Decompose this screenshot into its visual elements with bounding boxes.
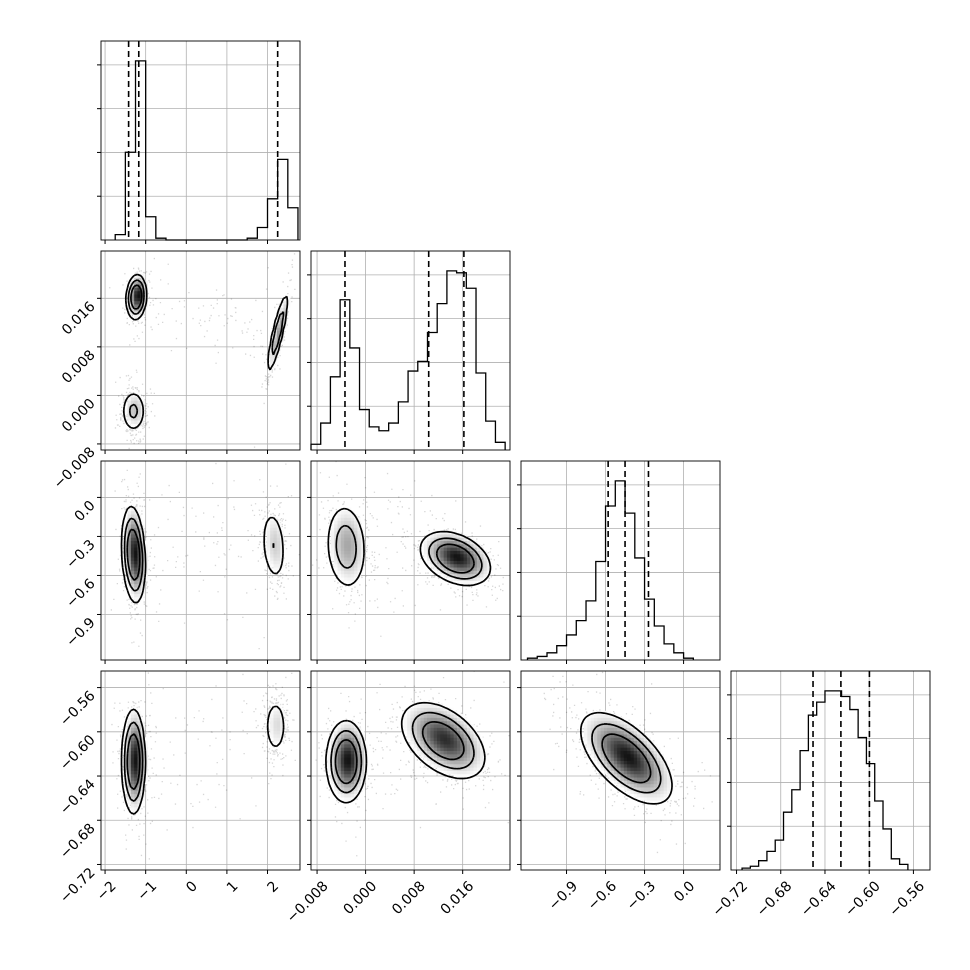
y-tick-label: 0.016 — [59, 299, 99, 339]
panel-frame — [100, 670, 301, 871]
density-panel-2-0: −0.9 −0.6 −0.3 0.0 — [63, 460, 301, 664]
contour-level-1 — [591, 723, 662, 794]
contour-level-0 — [579, 711, 673, 805]
histogram-panel-0 — [97, 40, 301, 244]
y-tick-label: 0.000 — [59, 396, 99, 436]
y-tick-label: 0.0 — [72, 498, 99, 525]
panel-frame — [100, 460, 301, 661]
contour-level-0 — [327, 507, 492, 587]
panel-frame — [520, 460, 721, 661]
histogram-bars — [114, 60, 299, 241]
x-tick-label: −2 — [94, 878, 120, 904]
contour-level-2 — [601, 733, 652, 784]
histogram-panel-3: −0.72 −0.68 −0.64 −0.60 −0.56 — [709, 670, 931, 920]
density-panel-3-0: −2 −1 0 1 2 −0.72−0.68−0.64−0.60−0.56 — [57, 670, 301, 907]
contour-level-0 — [325, 701, 486, 804]
y-tick-label: 0.008 — [59, 347, 99, 387]
density-panel-3-1: −0.008 0.000 0.008 0.016 — [284, 670, 511, 926]
panel-frame — [310, 250, 511, 451]
y-tick-label: −0.64 — [57, 776, 99, 818]
y-tick-label: −0.68 — [57, 821, 99, 863]
x-tick-label: 0.016 — [438, 878, 478, 918]
y-tick-label: −0.56 — [57, 688, 99, 730]
x-tick-label: −0.60 — [842, 878, 884, 920]
contour-level-1 — [127, 279, 285, 419]
panel-frame — [100, 40, 301, 241]
density-panel-1-0: −0.008 0.000 0.008 0.016 — [51, 250, 301, 492]
x-tick-label: −0.008 — [284, 878, 332, 926]
histogram-bars — [526, 480, 694, 660]
panel-frame — [730, 670, 931, 871]
contour-level-0 — [120, 505, 284, 604]
x-tick-label: 0.008 — [389, 878, 429, 918]
histogram-panel-1 — [307, 250, 511, 454]
panel-frame — [520, 670, 721, 871]
x-tick-label: −0.3 — [624, 878, 659, 913]
panel-frame — [310, 670, 511, 871]
contour-level-2 — [130, 284, 143, 310]
x-tick-label: −0.6 — [585, 878, 620, 913]
y-tick-label: −0.60 — [57, 732, 99, 774]
histogram-bars — [310, 270, 506, 450]
contour-level-1 — [335, 524, 483, 580]
contour-level-1 — [123, 517, 275, 592]
contour-level-0 — [122, 273, 289, 430]
x-tick-label: 0.0 — [671, 878, 698, 905]
contour-level-2 — [126, 528, 141, 581]
histogram-bars — [741, 690, 909, 870]
x-tick-label: 1 — [224, 878, 242, 896]
x-tick-label: −0.68 — [754, 878, 796, 920]
x-tick-label: −0.72 — [709, 878, 751, 920]
x-tick-label: 2 — [265, 878, 283, 896]
contour-level-1 — [123, 721, 144, 802]
x-tick-label: 0.000 — [341, 878, 381, 918]
density-panel-3-2: −0.9 −0.6 −0.3 0.0 — [517, 670, 721, 914]
contour-level-2 — [126, 733, 141, 791]
x-tick-label: 0 — [183, 878, 201, 896]
corner-panels: −0.72 −0.68 −0.64 −0.60 −0.56−0.0080.0000.00… — [51, 40, 931, 926]
contour-level-2 — [334, 720, 465, 785]
histogram-panel-2 — [517, 460, 721, 664]
y-tick-label: −0.6 — [63, 576, 98, 611]
contour-level-0 — [120, 705, 285, 815]
y-tick-label: −0.008 — [51, 444, 99, 492]
y-tick-label: −0.72 — [57, 865, 99, 907]
x-tick-label: −1 — [134, 878, 160, 904]
contour-level-1 — [330, 711, 475, 794]
x-tick-label: −0.64 — [798, 878, 840, 920]
panel-frame — [100, 250, 301, 451]
panel-frame — [310, 460, 511, 661]
x-tick-label: −0.56 — [886, 878, 928, 920]
density-panel-2-1 — [307, 460, 511, 664]
x-tick-label: −0.9 — [546, 878, 581, 913]
contour-level-2 — [435, 543, 475, 574]
y-tick-label: −0.3 — [63, 537, 98, 572]
y-tick-label: −0.9 — [63, 615, 98, 650]
